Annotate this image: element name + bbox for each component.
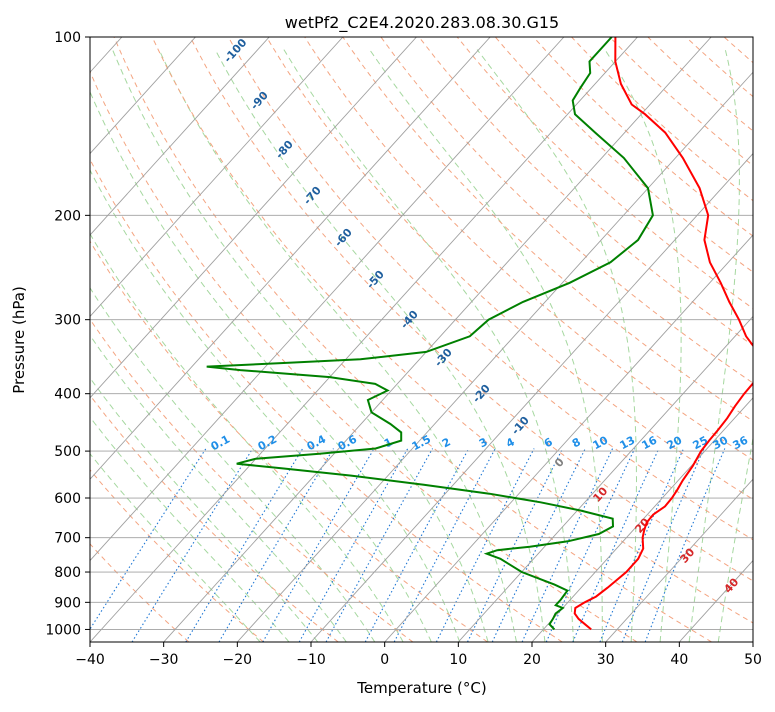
x-tick-label: −20 xyxy=(223,652,253,668)
y-tick-label: 1000 xyxy=(45,622,81,638)
x-tick-label: 40 xyxy=(670,652,688,668)
chart-title: wetPf2_C2E4.2020.283.08.30.G15 xyxy=(285,13,559,33)
y-tick-label: 600 xyxy=(54,491,81,507)
y-tick-label: 900 xyxy=(54,595,81,611)
x-tick-label: −10 xyxy=(296,652,326,668)
y-tick-label: 700 xyxy=(54,531,81,547)
y-tick-label: 200 xyxy=(54,208,81,224)
y-tick-label: 300 xyxy=(54,313,81,329)
y-axis-label: Pressure (hPa) xyxy=(10,286,28,394)
x-tick-label: 0 xyxy=(380,652,389,668)
x-tick-label: 30 xyxy=(597,652,615,668)
x-tick-label: 20 xyxy=(523,652,541,668)
x-axis-label: Temperature (°C) xyxy=(356,679,486,697)
y-tick-label: 800 xyxy=(54,565,81,581)
x-tick-label: 10 xyxy=(449,652,467,668)
x-tick-label: −40 xyxy=(75,652,105,668)
x-tick-label: −30 xyxy=(149,652,179,668)
y-tick-label: 400 xyxy=(54,387,81,403)
y-tick-label: 500 xyxy=(54,444,81,460)
y-tick-label: 100 xyxy=(54,30,81,46)
x-tick-label: 50 xyxy=(744,652,762,668)
